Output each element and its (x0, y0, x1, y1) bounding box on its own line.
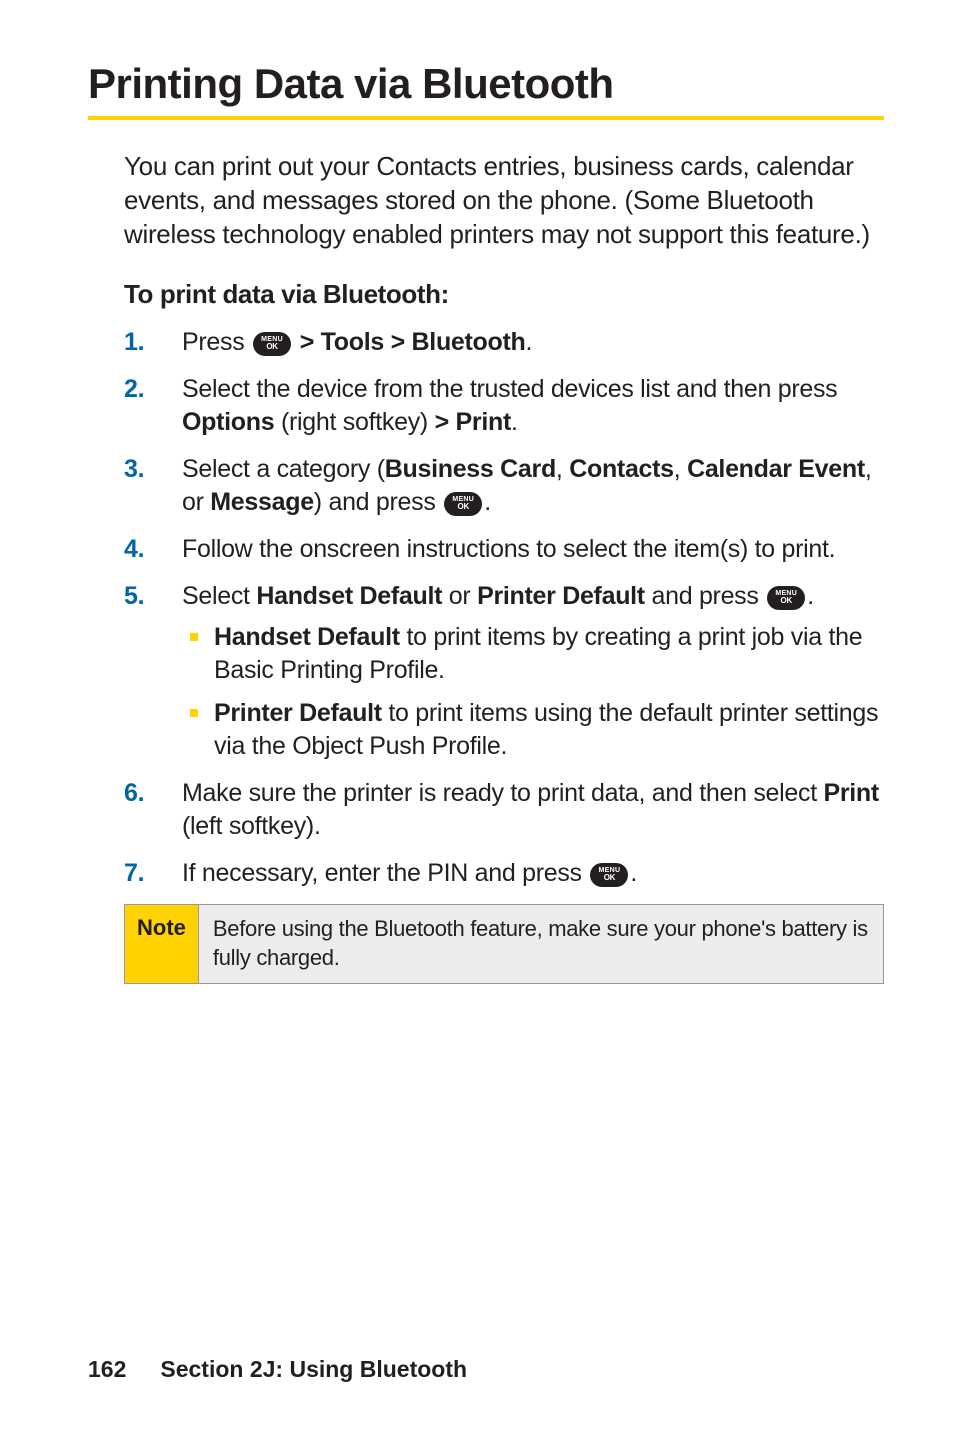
step-1-bold: > Tools > Bluetooth (293, 328, 525, 356)
step-3-bold-contacts: Contacts (569, 455, 674, 483)
step-3-bold-message: Message (210, 488, 314, 516)
note-text: Before using the Bluetooth feature, make… (199, 905, 883, 982)
step-1-text-a: Press (182, 328, 251, 356)
step-6-text-a: Make sure the printer is ready to print … (182, 779, 823, 807)
step-2-bold-print: > Print (435, 408, 511, 436)
step-5-bold-hd: Handset Default (256, 582, 442, 610)
step-5-sublist: Handset Default to print items by creati… (182, 621, 884, 763)
step-6-bold-print: Print (823, 779, 878, 807)
step-1: Press > Tools > Bluetooth. (124, 326, 884, 359)
page-footer: 162 Section 2J: Using Bluetooth (88, 1356, 467, 1383)
menu-ok-icon (253, 332, 291, 356)
intro-paragraph: You can print out your Contacts entries,… (124, 150, 884, 251)
menu-ok-icon (590, 863, 628, 887)
step-3-bold-bc: Business Card (385, 455, 556, 483)
step-6: Make sure the printer is ready to print … (124, 777, 884, 843)
step-5-text-c: or (442, 582, 477, 610)
section-label: Section 2J: Using Bluetooth (160, 1356, 467, 1382)
step-3-text-i: ) and press (314, 488, 442, 516)
page-title: Printing Data via Bluetooth (88, 60, 884, 108)
step-3: Select a category (Business Card, Contac… (124, 453, 884, 519)
step-3-bold-calendar: Calendar Event (687, 455, 865, 483)
step-2-text-a: Select the device from the trusted devic… (182, 375, 837, 403)
step-2-text-e: . (511, 408, 518, 436)
step-5: Select Handset Default or Printer Defaul… (124, 580, 884, 763)
menu-ok-icon (444, 492, 482, 516)
step-3-text-e: , (674, 455, 687, 483)
step-1-text-c: . (526, 328, 533, 356)
note-box: Note Before using the Bluetooth feature,… (124, 904, 884, 983)
step-5-text-e: and press (645, 582, 765, 610)
note-label: Note (125, 905, 199, 982)
step-2-text-c: (right softkey) (274, 408, 434, 436)
step-7: If necessary, enter the PIN and press . (124, 857, 884, 890)
step-5-sub-1: Handset Default to print items by creati… (182, 621, 884, 687)
step-5-sub-1-bold: Handset Default (214, 623, 400, 651)
step-7-text-b: . (630, 859, 637, 887)
step-6-text-c: (left softkey). (182, 812, 321, 840)
procedure-heading: To print data via Bluetooth: (124, 279, 884, 310)
step-3-text-a: Select a category ( (182, 455, 385, 483)
step-5-sub-2: Printer Default to print items using the… (182, 697, 884, 763)
title-underline (88, 116, 884, 120)
step-2: Select the device from the trusted devic… (124, 373, 884, 439)
step-2-bold-options: Options (182, 408, 274, 436)
menu-ok-icon (767, 586, 805, 610)
step-5-sub-2-bold: Printer Default (214, 699, 382, 727)
step-3-text-c: , (556, 455, 569, 483)
step-5-text-f: . (807, 582, 814, 610)
step-3-text-j: . (484, 488, 491, 516)
step-5-text-a: Select (182, 582, 256, 610)
step-5-bold-pd: Printer Default (477, 582, 645, 610)
page-number: 162 (88, 1356, 126, 1382)
step-7-text-a: If necessary, enter the PIN and press (182, 859, 588, 887)
steps-list: Press > Tools > Bluetooth. Select the de… (124, 326, 884, 890)
step-4: Follow the onscreen instructions to sele… (124, 533, 884, 566)
